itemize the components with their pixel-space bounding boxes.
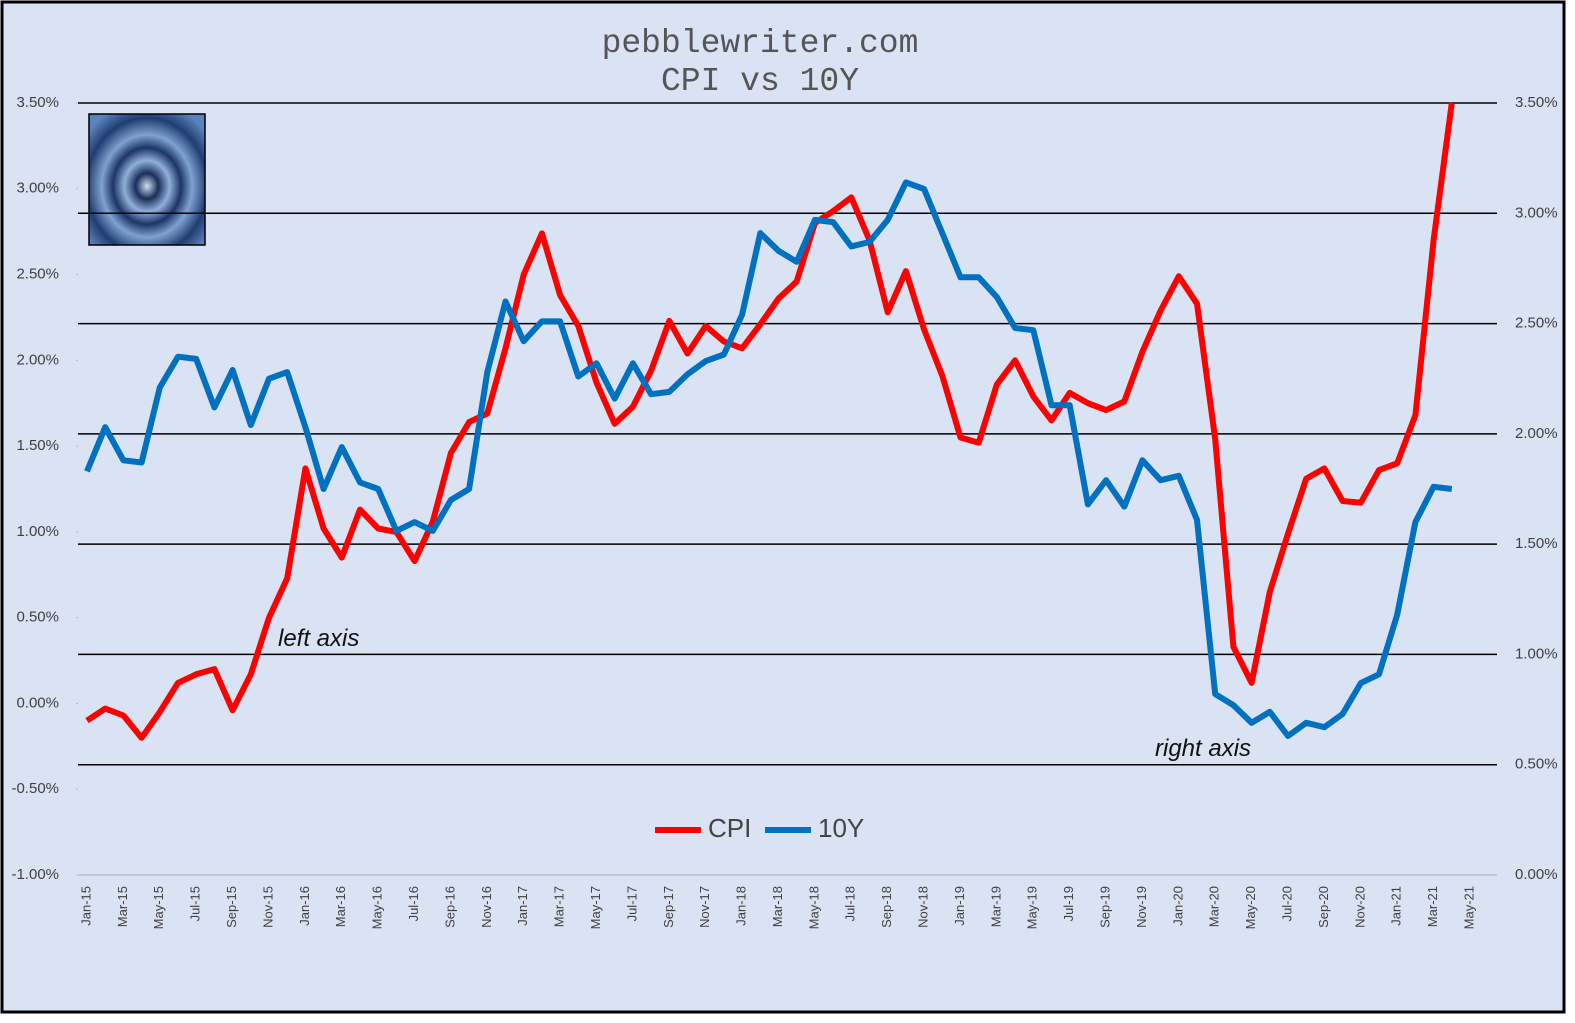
y2-tick-label: 1.50% bbox=[1515, 535, 1558, 552]
x-tick-label: Mar-17 bbox=[552, 886, 567, 927]
x-tick-label: Jul-17 bbox=[624, 886, 639, 921]
x-tick-label: May-15 bbox=[151, 886, 166, 929]
x-tick-label: Sep-16 bbox=[442, 886, 457, 928]
x-tick-label: May-21 bbox=[1461, 886, 1476, 929]
x-tick-label: Nov-17 bbox=[697, 886, 712, 928]
x-tick-label: Jul-18 bbox=[843, 886, 858, 921]
x-tick-label: Mar-20 bbox=[1207, 886, 1222, 927]
x-tick-label: Nov-19 bbox=[1134, 886, 1149, 928]
x-tick-label: Mar-15 bbox=[115, 886, 130, 927]
annotation: right axis bbox=[1155, 735, 1251, 762]
y-tick-label: -0.50% bbox=[11, 780, 59, 797]
x-tick-label: Nov-15 bbox=[260, 886, 275, 928]
y2-tick-label: 2.00% bbox=[1515, 425, 1558, 442]
y2-tick-label: 1.00% bbox=[1515, 645, 1558, 662]
x-tick-label: May-17 bbox=[588, 886, 603, 929]
chart-subtitle: CPI vs 10Y bbox=[661, 63, 859, 100]
x-tick-label: Mar-18 bbox=[770, 886, 785, 927]
legend-label: CPI bbox=[708, 813, 751, 843]
x-tick-label: Nov-16 bbox=[479, 886, 494, 928]
x-tick-label: Jan-21 bbox=[1389, 886, 1404, 926]
y2-tick-label: 2.50% bbox=[1515, 315, 1558, 332]
y2-tick-label: 3.50% bbox=[1515, 94, 1558, 111]
x-tick-label: Nov-20 bbox=[1352, 886, 1367, 928]
x-tick-label: May-20 bbox=[1243, 886, 1258, 929]
legend-label: 10Y bbox=[818, 813, 864, 843]
y-tick-label: 2.00% bbox=[16, 351, 59, 368]
x-tick-label: May-18 bbox=[806, 886, 821, 929]
x-tick-label: Sep-19 bbox=[1097, 886, 1112, 928]
y2-tick-label: 0.00% bbox=[1515, 866, 1558, 883]
x-tick-label: May-16 bbox=[370, 886, 385, 929]
x-tick-label: Jan-16 bbox=[297, 886, 312, 926]
series-line bbox=[85, 102, 1455, 741]
y-tick-label: 1.50% bbox=[16, 437, 59, 454]
x-tick-label: Jan-19 bbox=[952, 886, 967, 926]
x-tick-label: Jul-19 bbox=[1061, 886, 1076, 921]
x-tick-label: Jan-17 bbox=[515, 886, 530, 926]
x-tick-label: Mar-21 bbox=[1425, 886, 1440, 927]
x-tick-label: Sep-17 bbox=[661, 886, 676, 928]
x-tick-label: Nov-18 bbox=[916, 886, 931, 928]
x-tick-label: Jan-20 bbox=[1170, 886, 1185, 926]
logo bbox=[88, 113, 206, 246]
chart-title: pebblewriter.com bbox=[602, 25, 919, 62]
x-tick-label: May-19 bbox=[1025, 886, 1040, 929]
x-tick-label: Mar-16 bbox=[333, 886, 348, 927]
annotation: left axis bbox=[278, 625, 359, 652]
x-tick-label: Sep-20 bbox=[1316, 886, 1331, 928]
y-tick-label: 2.50% bbox=[16, 266, 59, 283]
y-tick-label: 1.00% bbox=[16, 523, 59, 540]
y2-tick-label: 3.00% bbox=[1515, 204, 1558, 221]
y-tick-label: 0.50% bbox=[16, 609, 59, 626]
x-tick-label: Jul-20 bbox=[1279, 886, 1294, 921]
y-tick-label: 3.00% bbox=[16, 180, 59, 197]
x-tick-label: Jul-16 bbox=[406, 886, 421, 921]
x-tick-label: Mar-19 bbox=[988, 886, 1003, 927]
y-tick-label: 0.00% bbox=[16, 694, 59, 711]
y2-tick-label: 0.50% bbox=[1515, 756, 1558, 773]
x-tick-label: Jan-18 bbox=[734, 886, 749, 926]
x-tick-label: Jan-15 bbox=[78, 886, 93, 926]
x-tick-label: Sep-15 bbox=[224, 886, 239, 928]
y-tick-label: -1.00% bbox=[11, 866, 59, 883]
y-tick-label: 3.50% bbox=[16, 94, 59, 111]
series-line bbox=[84, 179, 1453, 739]
x-tick-label: Jul-15 bbox=[188, 886, 203, 921]
x-tick-label: Sep-18 bbox=[879, 886, 894, 928]
